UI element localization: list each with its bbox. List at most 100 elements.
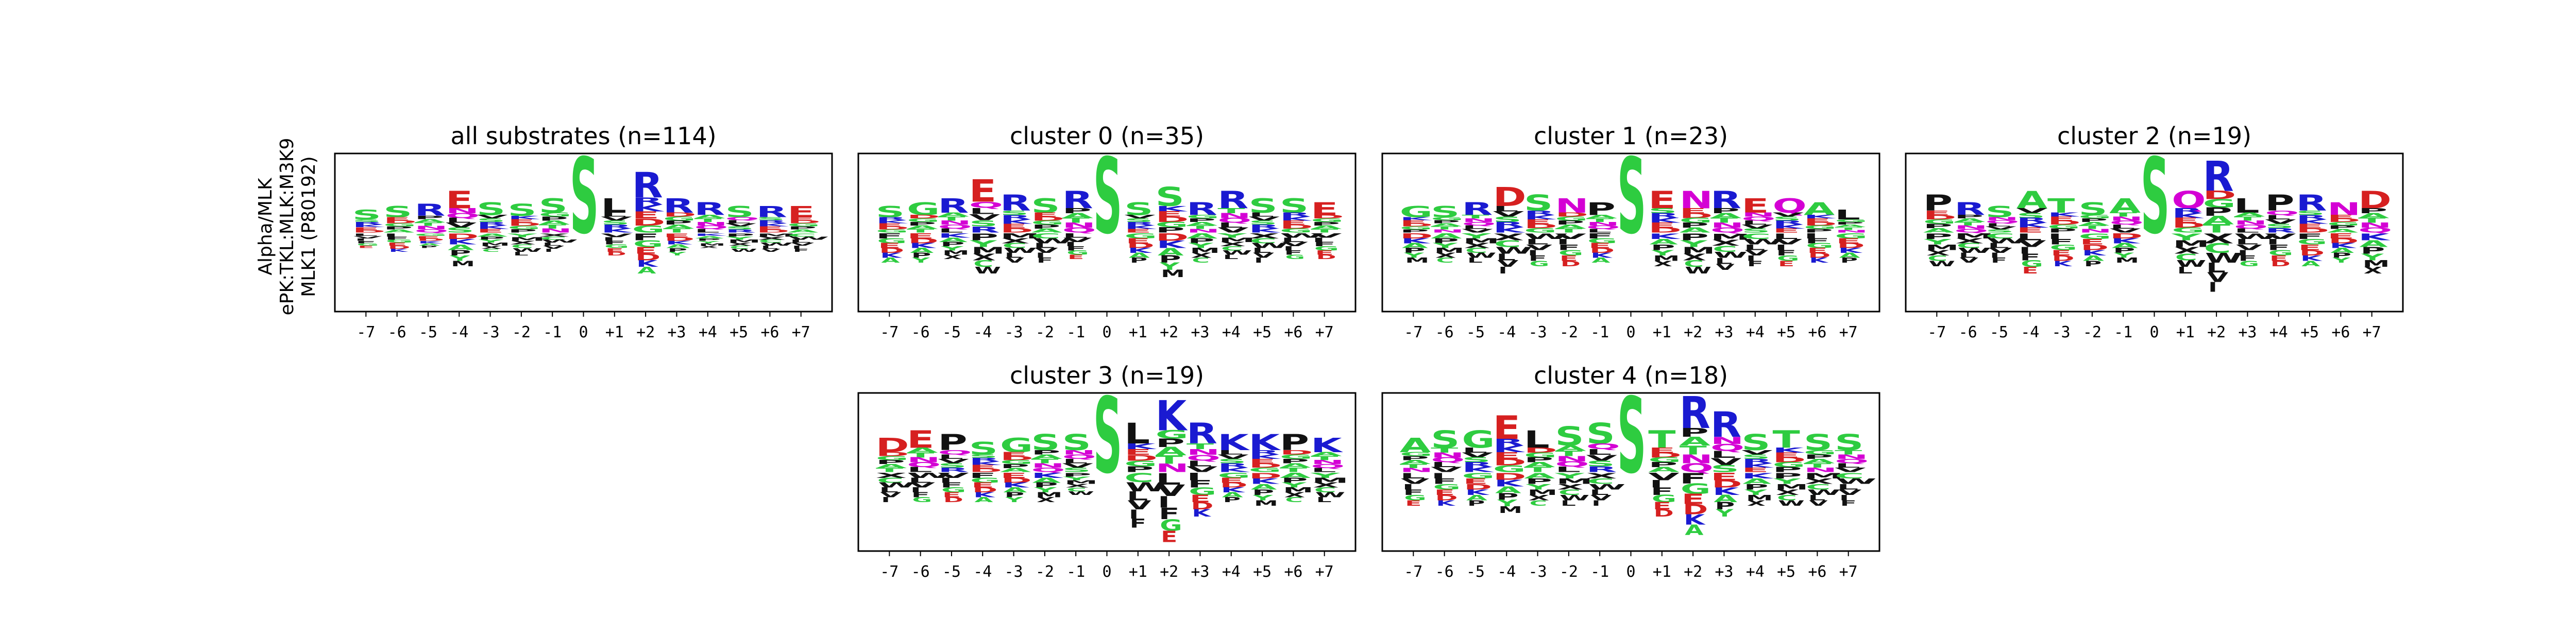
stack-residue: V <box>938 458 969 465</box>
x-tick-label: -4 <box>973 563 992 581</box>
x-tick-label: -4 <box>450 323 468 341</box>
stack-residue: Q <box>1586 225 1620 230</box>
depleted-residue: D <box>2328 237 2359 245</box>
depleted-residue: F <box>1747 260 1764 268</box>
depleted-residue: Y <box>1188 242 1214 250</box>
depleted-residue: Y <box>1033 486 1057 494</box>
stack-residue: S <box>1741 453 1770 460</box>
depleted-residue: Y <box>1773 477 1801 486</box>
top-residue: Q <box>1773 195 1807 217</box>
stack-residue: T <box>539 224 566 230</box>
depleted-residue: V <box>2207 270 2229 285</box>
panel-frame <box>1905 152 2404 313</box>
depleted-residue: I <box>1431 472 1446 480</box>
depleted-residue: M <box>2363 259 2390 269</box>
stack-residue: P <box>1648 461 1677 469</box>
depleted-residue: I <box>1527 249 1538 258</box>
depleted-residue: G <box>970 477 1001 485</box>
stack-residue: Q <box>1835 458 1869 465</box>
panel-frame <box>1381 392 1880 552</box>
depleted-residue: Y <box>911 256 930 264</box>
depleted-residue: C <box>1777 493 1797 502</box>
depleted-residue: M <box>2115 256 2139 264</box>
stack-residue: N <box>2078 228 2112 234</box>
stack-residue: L <box>725 219 751 225</box>
stack-residue: D <box>1031 216 1064 222</box>
stack-residue: K <box>2016 221 2049 229</box>
stack-residue: T <box>907 228 934 234</box>
depleted-residue: F <box>603 240 626 246</box>
depleted-residue: L <box>2206 260 2226 276</box>
depleted-residue: M <box>942 249 970 256</box>
depleted-residue: P <box>725 233 755 237</box>
stack-residue: E <box>2047 216 2075 222</box>
depleted-residue: C <box>1713 244 1737 254</box>
depleted-residue: M <box>1218 237 1255 244</box>
top-residue: P <box>1280 430 1309 455</box>
depleted-residue: X <box>2174 245 2200 256</box>
stack-residue: V <box>1493 210 1524 218</box>
depleted-residue: L <box>1561 499 1576 508</box>
depleted-residue: C <box>2204 241 2231 256</box>
top-residue: R <box>1954 199 1985 219</box>
stack-residue: T <box>1710 217 1738 225</box>
stack-residue: N <box>1062 449 1096 456</box>
stack-residue: E <box>2296 222 2324 230</box>
stack-residue: E <box>1249 458 1276 465</box>
stack-residue: G <box>2172 227 2205 234</box>
depleted-residue: V <box>909 482 935 489</box>
stack-residue: P <box>1311 221 1340 227</box>
depleted-residue: Y <box>1062 476 1091 482</box>
depleted-residue: X <box>1711 238 1740 248</box>
top-residue: R <box>2296 191 2327 216</box>
stack-residue: L <box>1462 225 1487 230</box>
stack-residue: T <box>1187 225 1214 230</box>
x-tick-label: -2 <box>2083 323 2102 341</box>
depleted-residue: F <box>1991 256 2007 264</box>
depleted-residue: Y <box>1461 232 1492 240</box>
depleted-residue: E <box>1588 242 1612 250</box>
top-residue: S <box>1586 417 1615 450</box>
stack-residue: T <box>1954 221 1981 227</box>
stack-residue: K <box>1773 224 1805 230</box>
top-residue: P <box>2265 191 2294 216</box>
depleted-residue: W <box>1957 247 1991 254</box>
top-residue: S <box>876 203 905 221</box>
stack-residue: S <box>446 227 474 234</box>
stack-residue: P <box>1804 453 1833 460</box>
depleted-residue: D <box>1808 252 1831 260</box>
top-residue: S <box>383 203 412 221</box>
top-residue: E <box>907 426 934 454</box>
depleted-residue: L <box>1316 496 1332 504</box>
stack-residue: G <box>1555 216 1588 222</box>
depleted-residue: Y <box>940 245 964 252</box>
stack-residue: E <box>969 464 996 470</box>
stack-residue: A <box>1156 444 1187 458</box>
depleted-residue: M <box>509 236 545 242</box>
panel-frame <box>334 152 833 313</box>
stack-residue: R <box>2265 227 2296 234</box>
depleted-residue: M <box>1925 243 1959 252</box>
stack-residue: N <box>1062 221 1096 229</box>
depleted-residue: F <box>1776 249 1797 258</box>
stack-residue: G <box>1156 220 1189 229</box>
x-tick-label: -7 <box>1404 563 1422 581</box>
depleted-residue: G <box>877 237 907 245</box>
stack-residue: T <box>1031 458 1058 465</box>
depleted-residue: C <box>1124 471 1154 485</box>
stack-residue: D <box>1000 227 1033 234</box>
stack-residue: E <box>352 227 380 231</box>
stack-residue: G <box>507 225 540 230</box>
depleted-residue: A <box>1158 246 1184 258</box>
